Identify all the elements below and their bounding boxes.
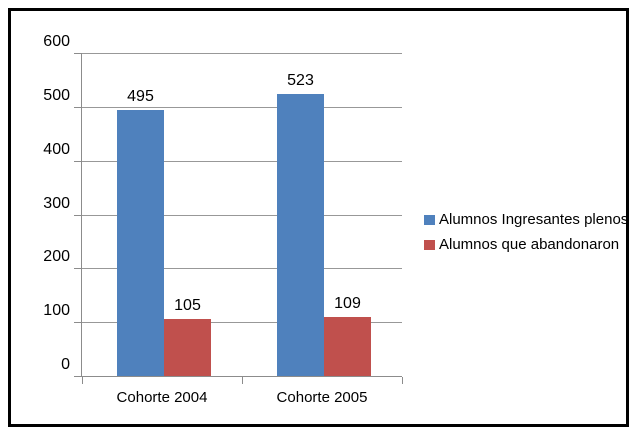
x-tick xyxy=(82,377,83,384)
bar-value-label: 105 xyxy=(174,297,201,314)
y-tick-label: 300 xyxy=(43,194,70,212)
y-tick xyxy=(74,376,82,377)
legend-marker-blue-icon xyxy=(424,214,435,225)
gridline xyxy=(82,322,402,324)
legend-item: Alumnos Ingresantes plenos xyxy=(424,207,628,232)
y-tick xyxy=(74,214,82,216)
bar-value-label: 495 xyxy=(127,88,154,105)
y-tick-label: 500 xyxy=(43,86,70,104)
bar-cohorte-2005-s1 xyxy=(324,317,371,376)
x-tick xyxy=(242,377,243,384)
gridline xyxy=(82,106,402,108)
bar-value-label: 523 xyxy=(287,72,314,89)
bar-cohorte-2004-s0 xyxy=(117,110,164,376)
y-tick-label: 0 xyxy=(61,356,70,373)
bar-cohorte-2004-s1 xyxy=(164,319,211,376)
y-tick xyxy=(74,160,82,162)
bar-cohorte-2005-s0 xyxy=(277,94,324,376)
x-tick xyxy=(402,377,403,384)
gridline xyxy=(82,160,402,162)
plot-area: Cohorte 2004 495 105 Cohorte 2005 523 109 xyxy=(74,53,403,406)
legend-item: Alumnos que abandonaron xyxy=(424,232,628,257)
y-tick xyxy=(74,322,82,324)
y-tick-label: 600 xyxy=(43,33,70,50)
legend-marker-red-icon xyxy=(424,239,435,250)
legend: Alumnos Ingresantes plenos Alumnos que a… xyxy=(424,207,628,257)
gridline xyxy=(82,268,402,270)
bar-value-label: 109 xyxy=(334,295,361,312)
y-tick-label: 200 xyxy=(43,248,70,266)
y-tick-label: 100 xyxy=(43,302,70,320)
y-tick xyxy=(74,106,82,108)
chart-frame: Cohorte 2004 495 105 Cohorte 2005 523 109 Alu… xyxy=(8,8,629,427)
y-tick-label: 400 xyxy=(43,140,70,158)
x-category-label: Cohorte 2005 xyxy=(276,389,368,406)
legend-label: Alumnos Ingresantes plenos xyxy=(439,211,629,228)
y-tick xyxy=(74,268,82,270)
legend-label: Alumnos que abandonaron xyxy=(439,236,620,253)
x-category-label: Cohorte 2004 xyxy=(116,389,208,406)
y-tick xyxy=(74,53,82,54)
gridline xyxy=(82,53,402,54)
gridline xyxy=(82,214,402,216)
